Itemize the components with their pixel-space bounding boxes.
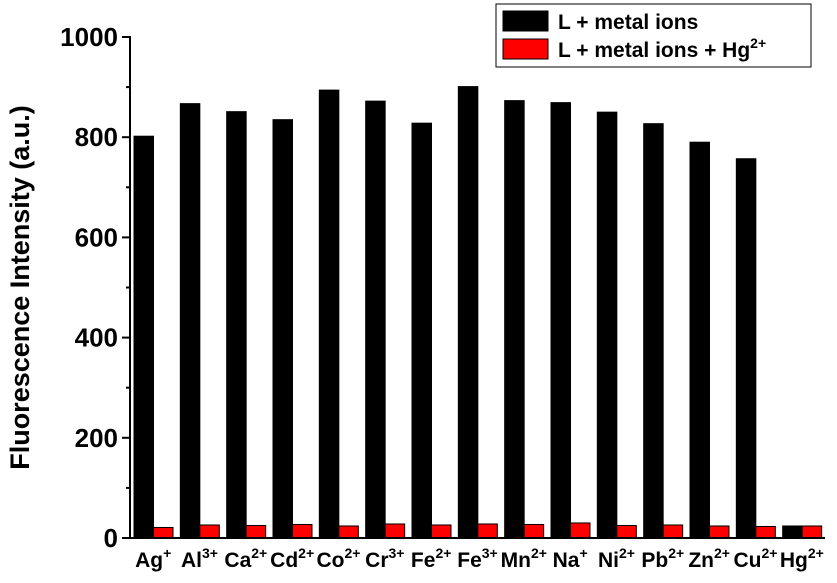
x-tick-label-cd-3: Cd2+ [270, 545, 314, 572]
x-tick-label-ni-10: Ni2+ [598, 545, 635, 572]
bar-metal-ions-al-1 [179, 103, 201, 539]
bar-metal-ions-hg-hg-14 [801, 525, 823, 539]
bar-metal-ions-hg-fe-7 [477, 523, 498, 539]
bar-metal-ions-hg-ni-10 [616, 524, 637, 539]
bar-metal-ions-na-9 [550, 102, 571, 539]
bar-metal-ions-hg-co-4 [338, 525, 359, 539]
x-tick-label-zn-12: Zn2+ [688, 545, 730, 572]
bar-metal-ions-cr-5 [365, 100, 386, 539]
bar-metal-ions-hg-cr-5 [384, 523, 406, 539]
bar-metal-ions-hg-pb-11 [662, 524, 684, 539]
bar-metal-ions-co-4 [318, 89, 340, 539]
bar-metal-ions-hg-14 [782, 525, 803, 539]
bar-metal-ions-pb-11 [643, 123, 664, 539]
y-tick-label: 0 [104, 523, 118, 553]
x-tick-label-mn-8: Mn2+ [501, 545, 547, 572]
bar-metal-ions-ag-0 [133, 135, 154, 539]
x-tick-label-fe-6: Fe2+ [411, 545, 451, 572]
bar-metal-ions-hg-na-9 [570, 522, 591, 539]
y-tick-label: 600 [75, 222, 118, 252]
x-tick-label-ca-2: Ca2+ [224, 545, 267, 572]
x-tick-label-cr-5: Cr3+ [365, 545, 404, 572]
bars-layer [133, 86, 823, 539]
bar-metal-ions-ni-10 [596, 111, 618, 539]
bar-metal-ions-hg-cu-13 [755, 525, 776, 539]
x-tick-label-hg-14: Hg2+ [780, 545, 824, 572]
bar-metal-ions-hg-mn-8 [523, 523, 545, 539]
bar-metal-ions-hg-ag-0 [153, 526, 174, 539]
x-tick-label-al-1: Al3+ [181, 545, 218, 572]
y-tick-label: 200 [75, 423, 118, 453]
y-tick-label: 1000 [60, 22, 118, 52]
legend-swatch-1 [502, 38, 549, 60]
legend-label-0: L + metal ions [558, 11, 698, 34]
x-tick-label-fe-7: Fe3+ [457, 545, 497, 572]
x-tick-label-na-9: Na+ [553, 545, 588, 572]
bar-metal-ions-hg-zn-12 [709, 525, 730, 539]
legend-label-1: L + metal ions + Hg2+ [558, 35, 766, 62]
y-tick-label: 800 [75, 122, 118, 152]
bar-metal-ions-ca-2 [226, 111, 247, 539]
bar-metal-ions-hg-cd-3 [292, 523, 313, 539]
bar-metal-ions-cd-3 [272, 119, 293, 539]
axes-layer: 0 200 400 600 800 1000 Ag+ Al3+ Ca2+ Cd2+ Co2+ Cr3+… [5, 22, 825, 572]
x-tick-label-co-4: Co2+ [317, 545, 361, 572]
bar-metal-ions-hg-al-1 [199, 524, 220, 539]
bar-metal-ions-mn-8 [504, 100, 525, 539]
bar-metal-ions-hg-fe-6 [431, 524, 452, 539]
x-tick-label-ag-0: Ag+ [135, 545, 171, 572]
x-tick-label-cu-13: Cu2+ [734, 545, 778, 572]
y-axis-label: Fluorescence Intensity (a.u.) [5, 105, 35, 470]
bar-metal-ions-fe-6 [411, 122, 432, 539]
bar-metal-ions-hg-ca-2 [245, 524, 267, 539]
bar-metal-ions-fe-7 [457, 86, 479, 539]
bar-metal-ions-cu-13 [735, 158, 757, 539]
y-tick-label: 400 [75, 323, 118, 353]
bar-metal-ions-zn-12 [689, 141, 710, 539]
x-tick-label-pb-11: Pb2+ [641, 545, 684, 572]
legend-swatch-0 [502, 10, 549, 32]
